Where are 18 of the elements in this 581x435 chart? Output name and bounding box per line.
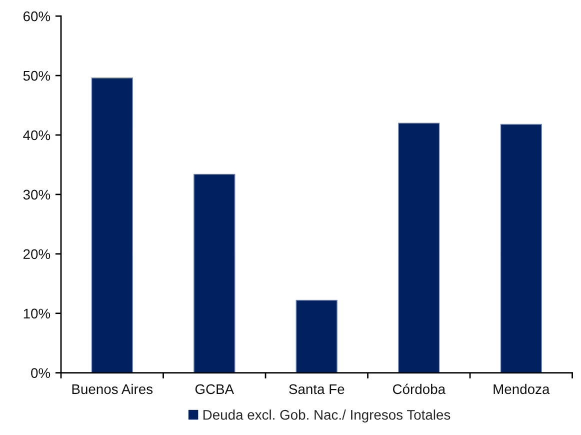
bar <box>398 122 440 373</box>
x-tick-label: Santa Fe <box>289 384 344 394</box>
y-tick-label: 30% <box>23 190 50 200</box>
bar <box>194 174 236 373</box>
y-tick-label: 20% <box>23 249 50 260</box>
x-tick-label: Córdoba <box>392 384 446 394</box>
x-tick-label: GCBA <box>195 384 234 394</box>
bar <box>91 78 134 373</box>
y-tick-label: 10% <box>24 308 50 319</box>
x-tick-label: Mendoza <box>494 384 550 394</box>
x-tick-label: Buenos Aires <box>72 384 153 394</box>
y-tick-label: 50% <box>23 70 50 81</box>
y-tick-label: 40% <box>23 130 50 140</box>
y-tick-label: 0% <box>31 368 50 378</box>
legend-label: Deuda excl. Gob. Nac./ Ingresos Totales <box>203 410 450 422</box>
bar <box>296 300 338 373</box>
bar <box>500 124 542 373</box>
y-tick-label: 60% <box>23 11 50 22</box>
